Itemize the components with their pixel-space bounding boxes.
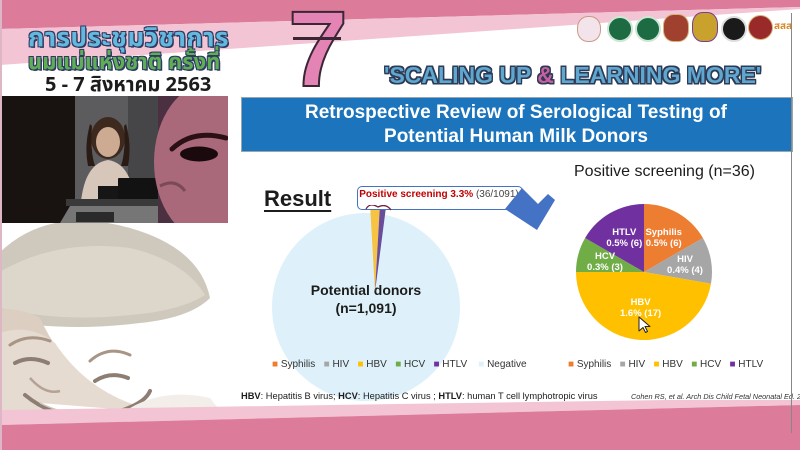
svg-text:0.3% (3): 0.3% (3) [587, 262, 623, 273]
svg-text:0.5% (6): 0.5% (6) [646, 238, 682, 249]
svg-text:0.4% (4): 0.4% (4) [667, 265, 703, 276]
svg-text:HIV: HIV [677, 254, 694, 265]
svg-text:0.5% (6): 0.5% (6) [606, 238, 642, 249]
svg-text:Syphilis: Syphilis [645, 227, 681, 238]
svg-text:HBV: HBV [631, 297, 652, 308]
svg-text:HCV: HCV [595, 251, 616, 262]
svg-text:HTLV: HTLV [612, 227, 637, 238]
